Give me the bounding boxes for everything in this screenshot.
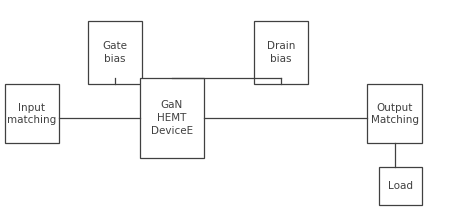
Bar [254,21,308,84]
Text: Gate
bias: Gate bias [102,41,128,64]
Bar [140,78,204,158]
Bar [379,167,422,205]
Text: Output
Matching: Output Matching [371,103,419,125]
Bar [367,84,422,143]
Text: Load: Load [388,181,413,191]
Text: Drain
bias: Drain bias [267,41,295,64]
Text: GaN
HEMT
DeviceE: GaN HEMT DeviceE [151,100,193,136]
Bar [88,21,142,84]
Bar [5,84,59,143]
Text: Input
matching: Input matching [8,103,56,125]
